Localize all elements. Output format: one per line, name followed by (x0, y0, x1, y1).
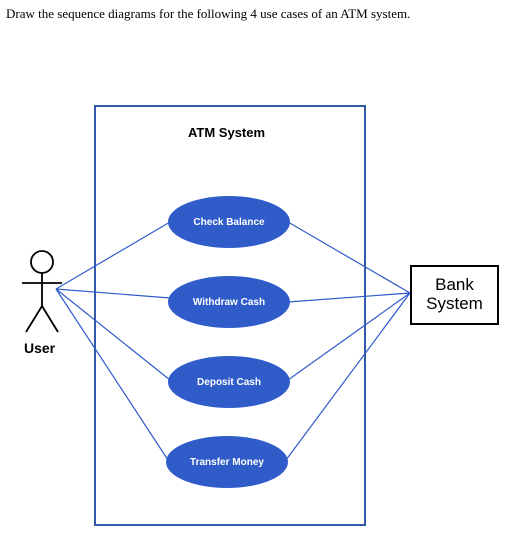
system-title: ATM System (188, 125, 265, 140)
usecase-deposit-cash: Deposit Cash (168, 356, 290, 408)
external-bank-system: Bank System (410, 265, 499, 325)
usecase-withdraw-cash: Withdraw Cash (168, 276, 290, 328)
usecase-label: Transfer Money (190, 457, 264, 468)
diagram-container: { "instruction": { "text": "Draw the seq… (0, 0, 507, 536)
usecase-label: Withdraw Cash (193, 297, 265, 308)
actor-user-figure (22, 251, 62, 332)
actor-user-label: User (24, 340, 55, 356)
instruction-text: Draw the sequence diagrams for the follo… (6, 6, 410, 22)
external-bank-label: Bank System (412, 276, 497, 313)
usecase-check-balance: Check Balance (168, 196, 290, 248)
usecase-label: Deposit Cash (197, 377, 261, 388)
usecase-transfer-money: Transfer Money (166, 436, 288, 488)
usecase-label: Check Balance (193, 217, 264, 228)
